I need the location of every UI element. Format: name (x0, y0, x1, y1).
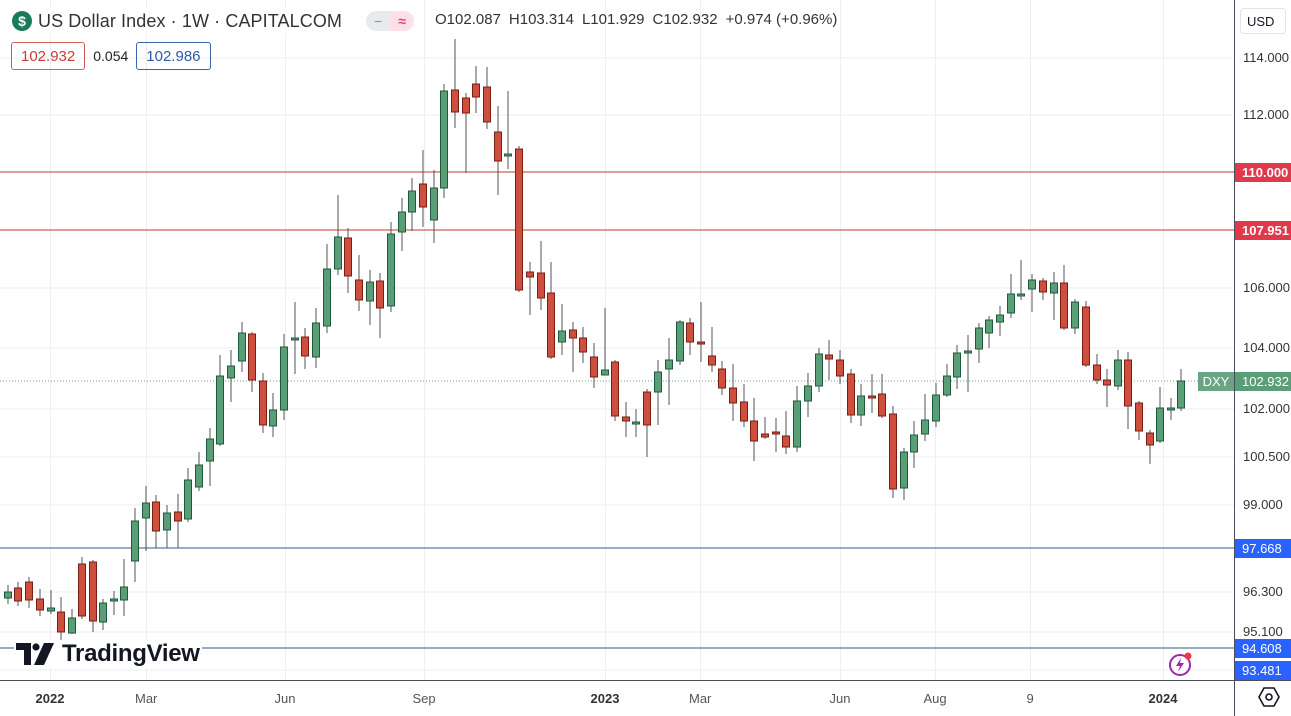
time-label: 2022 (35, 691, 65, 706)
currency-select[interactable]: USD (1240, 8, 1286, 34)
settings-icon[interactable] (1258, 686, 1280, 708)
symbol-title[interactable]: US Dollar Index · 1W · CAPITALCOM (38, 10, 343, 31)
time-label: Mar (135, 691, 158, 706)
price-label: 106.000 (1243, 280, 1290, 295)
price-label: 102.000 (1243, 401, 1290, 416)
dollar-icon: $ (12, 11, 32, 31)
time-label: Sep (412, 691, 436, 706)
buy-price-button[interactable]: 102.986 (136, 42, 211, 70)
time-label: Jun (829, 691, 851, 706)
spread-value: 0.054 (93, 48, 129, 64)
price-label: 95.100 (1243, 624, 1283, 639)
time-label: Jun (274, 691, 296, 706)
low-value: L101.929 (581, 11, 645, 28)
price-label: 104.000 (1243, 340, 1290, 355)
time-label: Mar (689, 691, 712, 706)
level-price-tag: 107.951 (1235, 221, 1291, 240)
price-label: 112.000 (1243, 107, 1290, 122)
close-value: C102.932 (652, 11, 718, 28)
open-value: O102.087 (435, 11, 501, 28)
tradingview-wordmark: TradingView (62, 640, 200, 667)
chart-header: $ US Dollar Index · 1W · CAPITALCOM − ≈ (12, 8, 415, 34)
time-label: 2023 (590, 691, 620, 706)
tradingview-logo[interactable]: TradingView (14, 640, 202, 668)
level-price-tag: 110.000 (1235, 163, 1291, 182)
approx-icon[interactable]: ≈ (390, 11, 415, 31)
ohlc-legend: O102.087 H103.314 L101.929 C102.932 +0.9… (435, 11, 837, 28)
change-value: +0.974 (+0.96%) (725, 11, 838, 28)
price-label: 99.000 (1243, 497, 1283, 512)
last-price-tag: 102.932 (1235, 372, 1291, 391)
symbol-tag: DXY (1198, 372, 1234, 391)
high-value: H103.314 (508, 11, 574, 28)
minus-icon[interactable]: − (366, 11, 391, 31)
level-price-tag: 97.668 (1235, 539, 1291, 558)
trade-prices: 102.932 0.054 102.986 (11, 42, 211, 70)
time-label: 2024 (1148, 691, 1178, 706)
level-price-tag: 94.608 (1235, 639, 1291, 658)
price-label: 114.000 (1243, 50, 1290, 65)
level-price-tag: 93.481 (1235, 661, 1291, 680)
tradingview-icon (16, 643, 54, 665)
time-label: Aug (923, 691, 947, 706)
sell-price-button[interactable]: 102.932 (11, 42, 86, 70)
price-label: 100.500 (1243, 449, 1290, 464)
time-label: 9 (1026, 691, 1034, 706)
currency-value: USD (1247, 13, 1275, 29)
price-label: 96.300 (1243, 584, 1283, 599)
lightning-alert-icon[interactable] (1168, 651, 1194, 677)
indicator-toggle[interactable]: − ≈ (366, 11, 415, 31)
